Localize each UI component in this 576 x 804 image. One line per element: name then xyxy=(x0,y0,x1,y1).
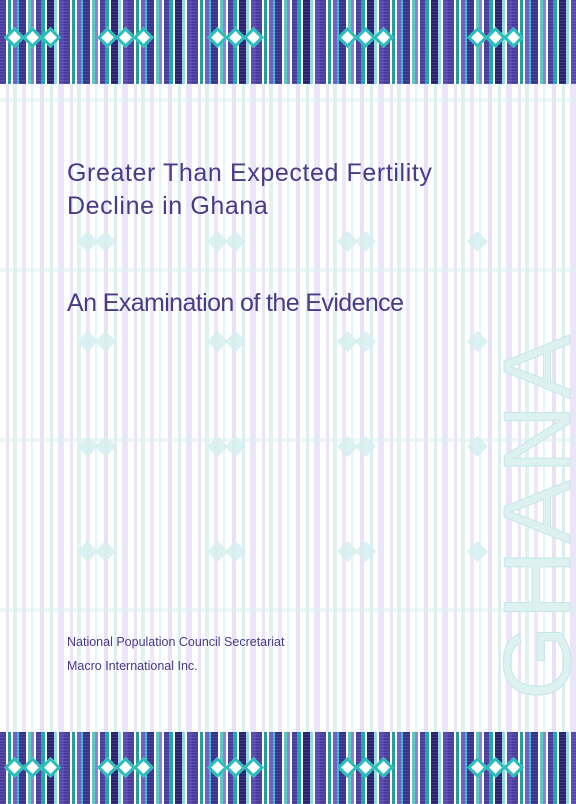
report-title: Greater Than Expected Fertility Decline … xyxy=(67,157,537,223)
background-pattern xyxy=(0,84,576,732)
author-macro: Macro International Inc. xyxy=(67,659,198,673)
ghana-watermark-text: GHANA xyxy=(500,329,576,700)
ghana-watermark: GHANA xyxy=(484,180,576,700)
authors-block: National Population Council Secretariat … xyxy=(67,630,397,678)
title-line-1: Greater Than Expected Fertility xyxy=(67,159,433,187)
author-nprc: National Population Council Secretariat xyxy=(67,635,285,649)
title-line-2: Decline in Ghana xyxy=(67,192,269,220)
report-subtitle: An Examination of the Evidence xyxy=(67,289,404,317)
bottom-kente-band xyxy=(0,732,576,804)
top-kente-band xyxy=(0,0,576,84)
